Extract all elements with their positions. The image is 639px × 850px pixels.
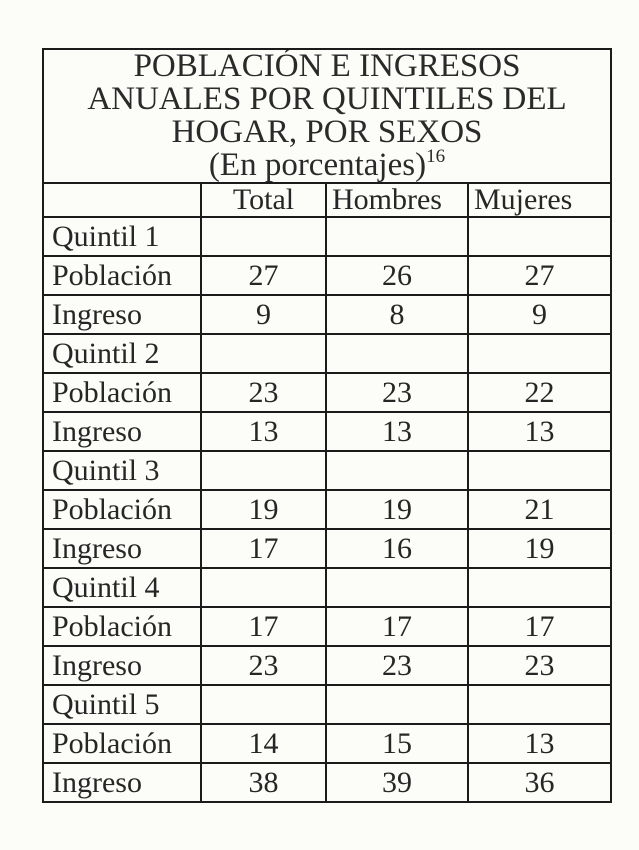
row-label: Quintil 5	[42, 684, 202, 725]
table-row-ingreso-q1: Ingreso 9 8 9	[42, 294, 613, 335]
cell-hombres: 26	[325, 255, 469, 296]
cell-hombres: 15	[325, 723, 469, 764]
cell-mujeres	[466, 567, 613, 608]
table-title: POBLACIÓN E INGRESOS ANUALES POR QUINTIL…	[41, 48, 613, 184]
row-label: Población	[42, 489, 202, 530]
row-label: Población	[42, 606, 202, 647]
table-row-ingreso-q5: Ingreso 38 39 36	[42, 762, 613, 803]
row-label: Población	[42, 372, 202, 413]
cell-hombres: 13	[325, 411, 469, 452]
header-empty-cell	[42, 182, 202, 218]
cell-hombres: 8	[325, 294, 469, 335]
cell-total	[200, 333, 327, 374]
cell-mujeres	[466, 684, 613, 725]
footnote-reference: 16	[426, 146, 446, 167]
table-row-quintil-1: Quintil 1	[42, 216, 613, 257]
header-hombres: Hombres	[325, 182, 469, 218]
cell-total	[200, 684, 327, 725]
table-row-quintil-5: Quintil 5	[42, 684, 613, 725]
cell-mujeres: 27	[466, 255, 613, 296]
cell-hombres	[325, 567, 469, 608]
cell-total	[200, 567, 327, 608]
table-row-poblacion-q2: Población 23 23 22	[42, 372, 613, 413]
cell-mujeres: 36	[466, 762, 613, 803]
row-label: Quintil 2	[42, 333, 202, 374]
table-row-ingreso-q4: Ingreso 23 23 23	[42, 645, 613, 686]
cell-mujeres: 23	[466, 645, 613, 686]
cell-hombres	[325, 684, 469, 725]
header-mujeres: Mujeres	[466, 182, 613, 218]
title-subtitle: (En porcentajes)16	[45, 146, 609, 183]
cell-total: 9	[200, 294, 327, 335]
cell-total: 38	[200, 762, 327, 803]
cell-total: 17	[200, 606, 327, 647]
cell-hombres	[325, 450, 469, 491]
cell-total: 23	[200, 372, 327, 413]
cell-hombres: 23	[325, 645, 469, 686]
title-line-2: ANUALES POR QUINTILES DEL	[87, 81, 567, 117]
row-label: Ingreso	[42, 528, 202, 569]
table-row-poblacion-q3: Población 19 19 21	[42, 489, 613, 530]
table-row-poblacion-q5: Población 14 15 13	[42, 723, 613, 764]
cell-mujeres	[466, 333, 613, 374]
cell-total: 17	[200, 528, 327, 569]
row-label: Población	[42, 255, 202, 296]
quintiles-table: POBLACIÓN E INGRESOS ANUALES POR QUINTIL…	[41, 48, 613, 803]
cell-hombres	[325, 333, 469, 374]
cell-mujeres: 21	[466, 489, 613, 530]
row-label: Quintil 3	[42, 450, 202, 491]
cell-hombres: 19	[325, 489, 469, 530]
row-label: Quintil 1	[42, 216, 202, 257]
row-label: Ingreso	[42, 762, 202, 803]
table-row-poblacion-q1: Población 27 26 27	[42, 255, 613, 296]
row-label: Ingreso	[42, 411, 202, 452]
cell-total: 27	[200, 255, 327, 296]
table-row-quintil-3: Quintil 3	[42, 450, 613, 491]
cell-mujeres	[466, 216, 613, 257]
row-label: Población	[42, 723, 202, 764]
cell-total	[200, 450, 327, 491]
cell-mujeres: 19	[466, 528, 613, 569]
cell-hombres: 17	[325, 606, 469, 647]
cell-total: 13	[200, 411, 327, 452]
table-row-quintil-2: Quintil 2	[42, 333, 613, 374]
table-row-ingreso-q2: Ingreso 13 13 13	[42, 411, 613, 452]
cell-hombres	[325, 216, 469, 257]
table-title-row: POBLACIÓN E INGRESOS ANUALES POR QUINTIL…	[41, 48, 613, 184]
cell-total: 23	[200, 645, 327, 686]
cell-hombres: 39	[325, 762, 469, 803]
cell-mujeres: 9	[466, 294, 613, 335]
row-label: Ingreso	[42, 294, 202, 335]
table-row-ingreso-q3: Ingreso 17 16 19	[42, 528, 613, 569]
table-row-poblacion-q4: Población 17 17 17	[42, 606, 613, 647]
cell-hombres: 23	[325, 372, 469, 413]
row-label: Quintil 4	[42, 567, 202, 608]
cell-mujeres: 13	[466, 723, 613, 764]
cell-mujeres: 22	[466, 372, 613, 413]
cell-total	[200, 216, 327, 257]
cell-mujeres	[466, 450, 613, 491]
header-total: Total	[200, 182, 327, 218]
cell-total: 14	[200, 723, 327, 764]
row-label: Ingreso	[42, 645, 202, 686]
cell-mujeres: 17	[466, 606, 613, 647]
cell-total: 19	[200, 489, 327, 530]
title-line-3: HOGAR, POR SEXOS	[171, 114, 483, 150]
cell-mujeres: 13	[466, 411, 613, 452]
subtitle-text: (En porcentajes)	[208, 147, 427, 183]
title-line-1: POBLACIÓN E INGRESOS	[133, 49, 521, 84]
table-header-row: Total Hombres Mujeres	[42, 182, 613, 218]
cell-hombres: 16	[325, 528, 469, 569]
table-row-quintil-4: Quintil 4	[42, 567, 613, 608]
